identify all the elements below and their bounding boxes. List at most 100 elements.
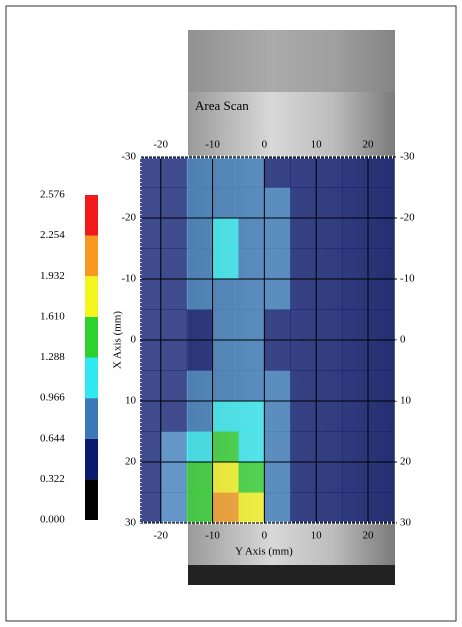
heat-cell bbox=[367, 279, 395, 310]
heat-cell bbox=[186, 492, 214, 523]
heat-cell bbox=[238, 187, 265, 219]
y-tick-label: -30 bbox=[121, 151, 136, 163]
heat-cell bbox=[140, 401, 162, 432]
y-tick-label: 10 bbox=[125, 395, 137, 407]
heat-cell bbox=[264, 401, 291, 432]
heat-cell bbox=[290, 248, 317, 280]
heat-cell bbox=[238, 370, 265, 402]
photo-top bbox=[188, 30, 395, 92]
y-tick-label: -10 bbox=[121, 273, 136, 285]
colorbar-segment bbox=[85, 479, 98, 520]
heat-cell bbox=[264, 340, 291, 371]
heat-cell bbox=[140, 431, 162, 463]
heat-cell bbox=[290, 157, 317, 188]
heat-cell bbox=[316, 309, 343, 341]
heat-cell bbox=[186, 401, 214, 432]
colorbar-segment bbox=[85, 195, 98, 236]
heat-cell bbox=[140, 279, 162, 310]
heat-cell bbox=[316, 431, 343, 463]
heat-cell bbox=[367, 218, 395, 249]
heat-cell bbox=[212, 370, 239, 402]
heat-cell bbox=[264, 248, 291, 280]
photo-bottom bbox=[188, 565, 395, 585]
y-tick-label: -30 bbox=[400, 151, 415, 163]
heat-cell bbox=[264, 492, 291, 523]
heat-cell bbox=[316, 401, 343, 432]
heat-cell bbox=[316, 187, 343, 219]
colorbar-label: 1.932 bbox=[40, 270, 65, 282]
heat-cell bbox=[212, 431, 239, 463]
y-tick-label: -20 bbox=[400, 212, 415, 224]
heat-cell bbox=[212, 340, 239, 371]
heat-cell bbox=[160, 157, 188, 188]
heat-cell bbox=[316, 462, 343, 493]
x-tick-label: 20 bbox=[362, 139, 374, 151]
y-tick-label: -10 bbox=[400, 273, 415, 285]
heat-cell bbox=[212, 492, 239, 523]
colorbar-label: 0.000 bbox=[40, 514, 65, 526]
heat-cell bbox=[186, 462, 214, 493]
heat-cell bbox=[342, 340, 369, 371]
heat-cell bbox=[238, 157, 265, 188]
colorbar-label: 0.322 bbox=[40, 473, 65, 485]
heat-cell bbox=[186, 309, 214, 341]
heat-cell bbox=[238, 401, 265, 432]
heat-cell bbox=[140, 218, 162, 249]
heatmap bbox=[140, 157, 395, 523]
heat-cell bbox=[186, 187, 214, 219]
heat-cell bbox=[212, 187, 239, 219]
heat-cell bbox=[140, 248, 162, 280]
heat-cell bbox=[264, 157, 291, 188]
heat-cell bbox=[342, 401, 369, 432]
heat-cell bbox=[264, 309, 291, 341]
colorbar-label: 0.966 bbox=[40, 392, 65, 404]
x-tick-label: -20 bbox=[153, 139, 168, 151]
colorbar-label: 0.644 bbox=[40, 432, 65, 444]
heat-cell bbox=[342, 370, 369, 402]
heat-cell bbox=[160, 248, 188, 280]
heat-cell bbox=[140, 492, 162, 523]
heat-cell bbox=[316, 248, 343, 280]
heat-cell bbox=[140, 370, 162, 402]
heat-cell bbox=[186, 157, 214, 188]
heat-cell bbox=[186, 279, 214, 310]
colorbar-label: 2.576 bbox=[40, 189, 65, 201]
heat-cell bbox=[264, 187, 291, 219]
heat-cell bbox=[290, 492, 317, 523]
heat-cell bbox=[160, 187, 188, 219]
heat-cell bbox=[264, 279, 291, 310]
heat-cell bbox=[316, 492, 343, 523]
heat-cell bbox=[160, 492, 188, 523]
colorbar-segment bbox=[85, 235, 98, 277]
heat-cell bbox=[342, 157, 369, 188]
heat-cell bbox=[186, 340, 214, 371]
heat-cell bbox=[238, 492, 265, 523]
heat-cell bbox=[342, 279, 369, 310]
y-tick-label: 0 bbox=[400, 334, 406, 346]
y-tick-label: -20 bbox=[121, 212, 136, 224]
y-tick-label: 10 bbox=[400, 395, 412, 407]
heat-cell bbox=[212, 462, 239, 493]
heat-cell bbox=[238, 309, 265, 341]
heat-cell bbox=[160, 462, 188, 493]
heat-cell bbox=[264, 431, 291, 463]
x-tick-label: -10 bbox=[205, 139, 220, 151]
x-tick-label: 10 bbox=[311, 139, 323, 151]
heat-cell bbox=[264, 370, 291, 402]
heat-cell bbox=[367, 340, 395, 371]
chart-title: Area Scan bbox=[195, 98, 249, 113]
y-tick-label: 20 bbox=[125, 456, 137, 468]
heat-cell bbox=[238, 340, 265, 371]
y-tick-label: 20 bbox=[400, 456, 412, 468]
heat-cell bbox=[290, 340, 317, 371]
heat-cell bbox=[342, 187, 369, 219]
x-tick-label: 20 bbox=[362, 530, 374, 542]
x-tick-label: -20 bbox=[153, 530, 168, 542]
heat-cell bbox=[316, 340, 343, 371]
heat-cell bbox=[186, 370, 214, 402]
plot-border bbox=[138, 155, 399, 525]
heat-cell bbox=[367, 370, 395, 402]
heat-cell bbox=[290, 401, 317, 432]
heat-cell bbox=[140, 309, 162, 341]
